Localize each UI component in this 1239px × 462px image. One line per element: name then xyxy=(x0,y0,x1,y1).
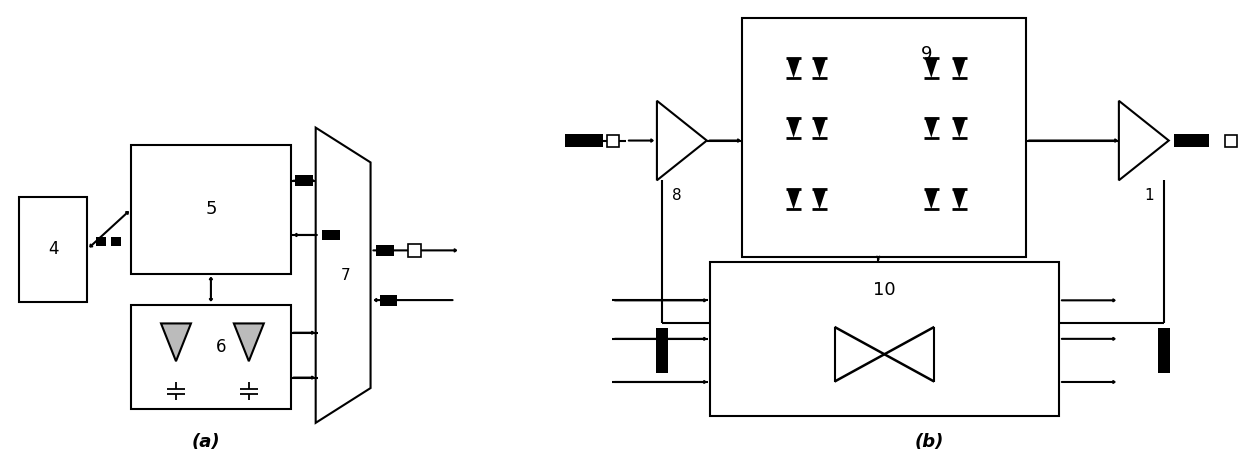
Polygon shape xyxy=(813,58,826,78)
Text: (a): (a) xyxy=(192,433,221,450)
Text: 1: 1 xyxy=(1144,188,1154,203)
Polygon shape xyxy=(813,189,826,209)
Bar xyxy=(295,175,312,186)
Polygon shape xyxy=(657,101,706,180)
Polygon shape xyxy=(813,118,826,138)
Bar xyxy=(1173,134,1209,147)
Polygon shape xyxy=(924,189,938,209)
Bar xyxy=(322,230,339,240)
Text: 9: 9 xyxy=(921,45,932,63)
Bar xyxy=(408,244,421,257)
Polygon shape xyxy=(924,58,938,78)
Polygon shape xyxy=(787,189,800,209)
Bar xyxy=(131,145,291,274)
Text: 10: 10 xyxy=(873,280,896,298)
Bar xyxy=(565,134,603,147)
Polygon shape xyxy=(161,323,191,361)
Polygon shape xyxy=(787,58,800,78)
Polygon shape xyxy=(234,323,264,361)
Text: 4: 4 xyxy=(48,240,58,258)
Bar xyxy=(379,295,398,305)
Text: 8: 8 xyxy=(672,188,681,203)
Polygon shape xyxy=(953,118,965,138)
Bar xyxy=(20,197,87,302)
Bar xyxy=(112,237,121,246)
Bar xyxy=(131,304,291,409)
Bar xyxy=(710,262,1059,416)
Bar xyxy=(655,328,668,373)
Polygon shape xyxy=(953,58,965,78)
Text: (b): (b) xyxy=(914,433,944,450)
Text: 5: 5 xyxy=(206,200,217,218)
Bar xyxy=(1224,134,1237,146)
Text: 7: 7 xyxy=(341,268,349,283)
Bar xyxy=(607,134,620,146)
Bar xyxy=(1157,328,1170,373)
Polygon shape xyxy=(953,189,965,209)
Bar xyxy=(742,18,1026,257)
Text: 6: 6 xyxy=(216,338,227,356)
Polygon shape xyxy=(924,118,938,138)
Polygon shape xyxy=(1119,101,1168,180)
Polygon shape xyxy=(316,128,370,423)
Bar xyxy=(375,245,394,256)
Polygon shape xyxy=(787,118,800,138)
Bar xyxy=(97,237,107,246)
